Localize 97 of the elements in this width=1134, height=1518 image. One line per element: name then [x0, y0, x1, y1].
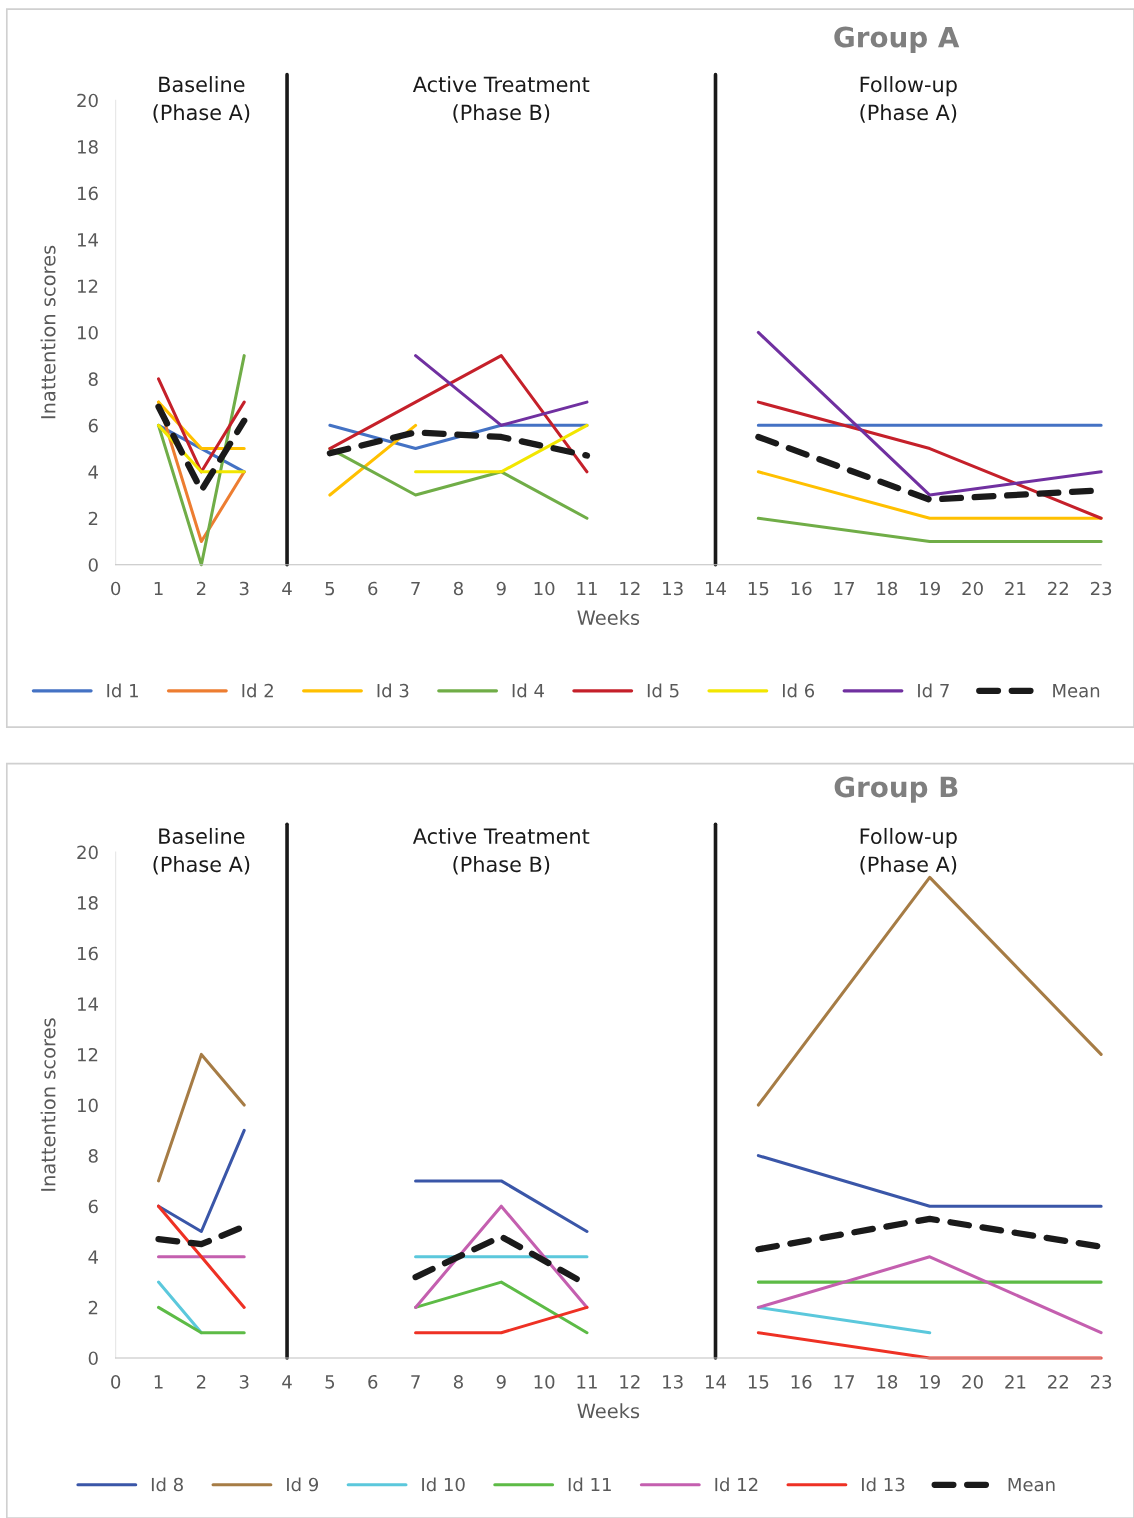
x-tick-label: 4	[282, 1375, 292, 1389]
x-tick-label: 12	[620, 1374, 640, 1389]
x-tick-label: 6	[368, 1374, 378, 1389]
x-tick-label: 10	[534, 581, 555, 596]
chart-title: Group B	[834, 776, 958, 803]
y-tick-label: 0	[88, 558, 98, 572]
x-tick-label: 20	[962, 1374, 983, 1389]
x-tick-label: 5	[325, 581, 335, 596]
y-axis-title: Inattention scores	[40, 245, 56, 419]
y-tick-label: 16	[78, 946, 98, 961]
x-tick-label: 21	[1005, 581, 1026, 596]
legend-label: Id 8	[151, 1477, 183, 1492]
y-tick-label: 16	[78, 186, 98, 201]
x-tick-label: 0	[111, 1374, 121, 1389]
legend-label: Id 12	[715, 1477, 758, 1492]
x-axis-title: Weeks	[577, 609, 640, 625]
legend-label: Id 10	[422, 1477, 465, 1492]
y-tick-label: 8	[88, 1149, 98, 1163]
x-tick-label: 22	[1048, 1374, 1068, 1389]
x-tick-label: 16	[791, 581, 812, 596]
x-tick-label: 21	[1005, 1374, 1026, 1389]
annotation: Baseline (Phase A)	[153, 827, 250, 875]
x-tick-label: 12	[620, 581, 640, 596]
x-tick-label: 1	[154, 1375, 163, 1389]
y-tick-label: 8	[88, 372, 98, 387]
x-tick-label: 5	[325, 1375, 335, 1389]
y-tick-label: 4	[88, 465, 98, 479]
y-tick-label: 10	[78, 325, 98, 340]
y-axis-title: Inattention scores	[40, 1018, 56, 1191]
y-tick-label: 12	[78, 1047, 98, 1062]
x-tick-label: 11	[577, 581, 597, 596]
x-tick-label: 2	[196, 581, 206, 596]
y-tick-label: 2	[88, 1300, 98, 1315]
x-tick-label: 18	[877, 581, 898, 596]
x-tick-label: 8	[453, 581, 463, 596]
legend-label: Id 4	[512, 683, 544, 698]
x-tick-label: 19	[920, 1374, 940, 1389]
y-tick-label: 20	[77, 93, 98, 108]
x-tick-label: 22	[1048, 581, 1068, 596]
x-tick-label: 3	[239, 1374, 249, 1389]
y-tick-label: 12	[78, 279, 98, 293]
x-tick-label: 4	[282, 581, 292, 596]
legend-label: Id 3	[377, 683, 409, 698]
annotation: Active Treatment (Phase B)	[412, 827, 590, 875]
y-tick-label: 10	[78, 1098, 98, 1113]
x-axis-title: Weeks	[577, 1403, 640, 1419]
x-tick-label: 16	[791, 1374, 812, 1389]
x-tick-label: 13	[663, 1374, 683, 1389]
x-tick-label: 7	[411, 1375, 420, 1389]
x-tick-label: 17	[834, 581, 854, 596]
legend-label: Id 5	[647, 683, 679, 698]
x-tick-label: 11	[577, 1375, 597, 1389]
x-tick-label: 0	[111, 581, 121, 596]
legend-label: Mean	[1053, 684, 1100, 698]
x-tick-label: 23	[1090, 1374, 1112, 1389]
y-tick-label: 6	[88, 1199, 98, 1214]
x-tick-label: 13	[663, 581, 683, 596]
x-tick-label: 14	[706, 581, 726, 596]
x-tick-label: 18	[877, 1374, 898, 1389]
legend-label: Id 7	[918, 683, 949, 698]
x-tick-label: 2	[196, 1374, 206, 1389]
y-tick-label: 20	[77, 845, 98, 860]
annotation: Follow-up (Phase A)	[860, 827, 957, 875]
y-tick-label: 14	[78, 997, 98, 1011]
y-tick-label: 6	[88, 418, 98, 433]
x-tick-label: 3	[239, 581, 249, 596]
x-tick-label: 14	[706, 1375, 726, 1389]
legend-label: Id 6	[782, 683, 815, 698]
x-tick-label: 6	[368, 581, 378, 596]
y-tick-label: 18	[78, 896, 98, 910]
x-tick-label: 23	[1090, 581, 1112, 596]
annotation: Active Treatment (Phase B)	[412, 76, 590, 123]
legend-label: Id 13	[862, 1477, 905, 1492]
annotation: Baseline (Phase A)	[153, 76, 250, 123]
x-tick-label: 1	[154, 581, 163, 596]
y-tick-label: 2	[88, 511, 98, 526]
x-tick-label: 19	[920, 581, 940, 596]
y-tick-label: 4	[88, 1250, 98, 1264]
legend-label: Mean	[1008, 1477, 1055, 1492]
y-tick-label: 0	[88, 1351, 98, 1366]
x-tick-label: 15	[748, 1375, 769, 1389]
x-tick-label: 17	[834, 1375, 854, 1389]
x-tick-label: 20	[962, 581, 983, 596]
legend-label: Id 9	[287, 1477, 319, 1492]
x-tick-label: 15	[748, 581, 769, 596]
legend-label: Id 1	[107, 683, 138, 698]
x-tick-label: 7	[411, 581, 420, 596]
chart-title: Group A	[834, 26, 960, 53]
x-tick-label: 8	[453, 1374, 463, 1389]
x-tick-label: 9	[496, 1374, 506, 1389]
y-tick-label: 18	[78, 140, 98, 154]
annotation: Follow-up (Phase A)	[860, 76, 957, 123]
legend-label: Id 2	[242, 683, 273, 698]
legend-label: Id 11	[568, 1477, 611, 1492]
x-tick-label: 9	[496, 581, 506, 596]
y-tick-label: 14	[78, 233, 98, 247]
x-tick-label: 10	[534, 1374, 555, 1389]
